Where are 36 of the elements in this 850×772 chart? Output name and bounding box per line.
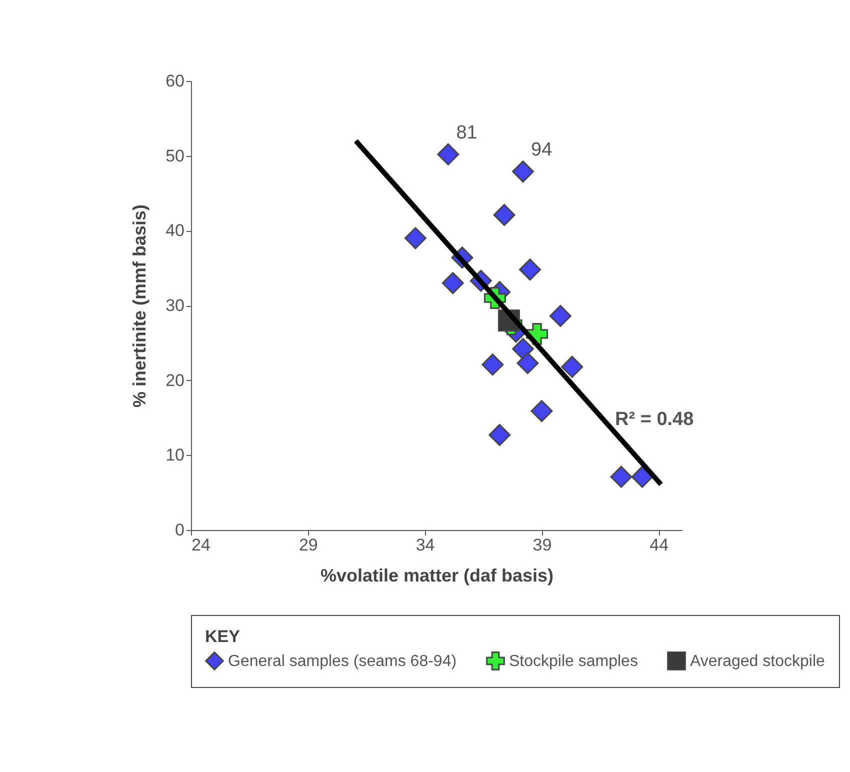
- point: [404, 227, 426, 250]
- legend-label: Stockpile samples: [509, 652, 638, 670]
- legend-label: Averaged stockpile: [690, 652, 825, 670]
- y-tick-label: 10: [166, 446, 184, 465]
- y-tick-label: 40: [166, 221, 184, 240]
- annotation: 81: [456, 122, 478, 144]
- x-tick-label: 34: [416, 536, 435, 554]
- legend-label: General samples (seams 68-94): [228, 652, 457, 670]
- y-tick-label: 0: [175, 520, 184, 540]
- x-tick-label: 44: [650, 536, 669, 554]
- x-tick-label: 29: [298, 536, 318, 554]
- point: [482, 354, 504, 376]
- point: [488, 424, 511, 446]
- y-tick-label: 30: [166, 296, 184, 315]
- y-tick-label: 50: [166, 146, 184, 166]
- point: [631, 466, 654, 488]
- x-tick-label: 24: [192, 536, 210, 554]
- y-tick-label: 20: [166, 370, 184, 390]
- legend-title: KEY: [205, 627, 241, 646]
- point: [493, 204, 516, 226]
- point: [512, 338, 534, 360]
- annotation: R² = 0.48: [615, 409, 694, 430]
- point: [549, 304, 572, 327]
- point: [561, 356, 584, 378]
- y-tick-label: 60: [166, 72, 184, 90]
- point: [516, 352, 539, 374]
- x-axis-title: %volatile matter (daf basis): [320, 566, 554, 586]
- annotation: 94: [531, 140, 553, 161]
- point: [610, 466, 632, 488]
- point: [442, 272, 464, 294]
- y-axis-title: % inertinite (mmf basis): [130, 204, 150, 408]
- x-tick-label: 39: [532, 536, 552, 554]
- point: [530, 400, 553, 422]
- point: [519, 258, 542, 281]
- point: [437, 143, 460, 166]
- point: [512, 160, 534, 183]
